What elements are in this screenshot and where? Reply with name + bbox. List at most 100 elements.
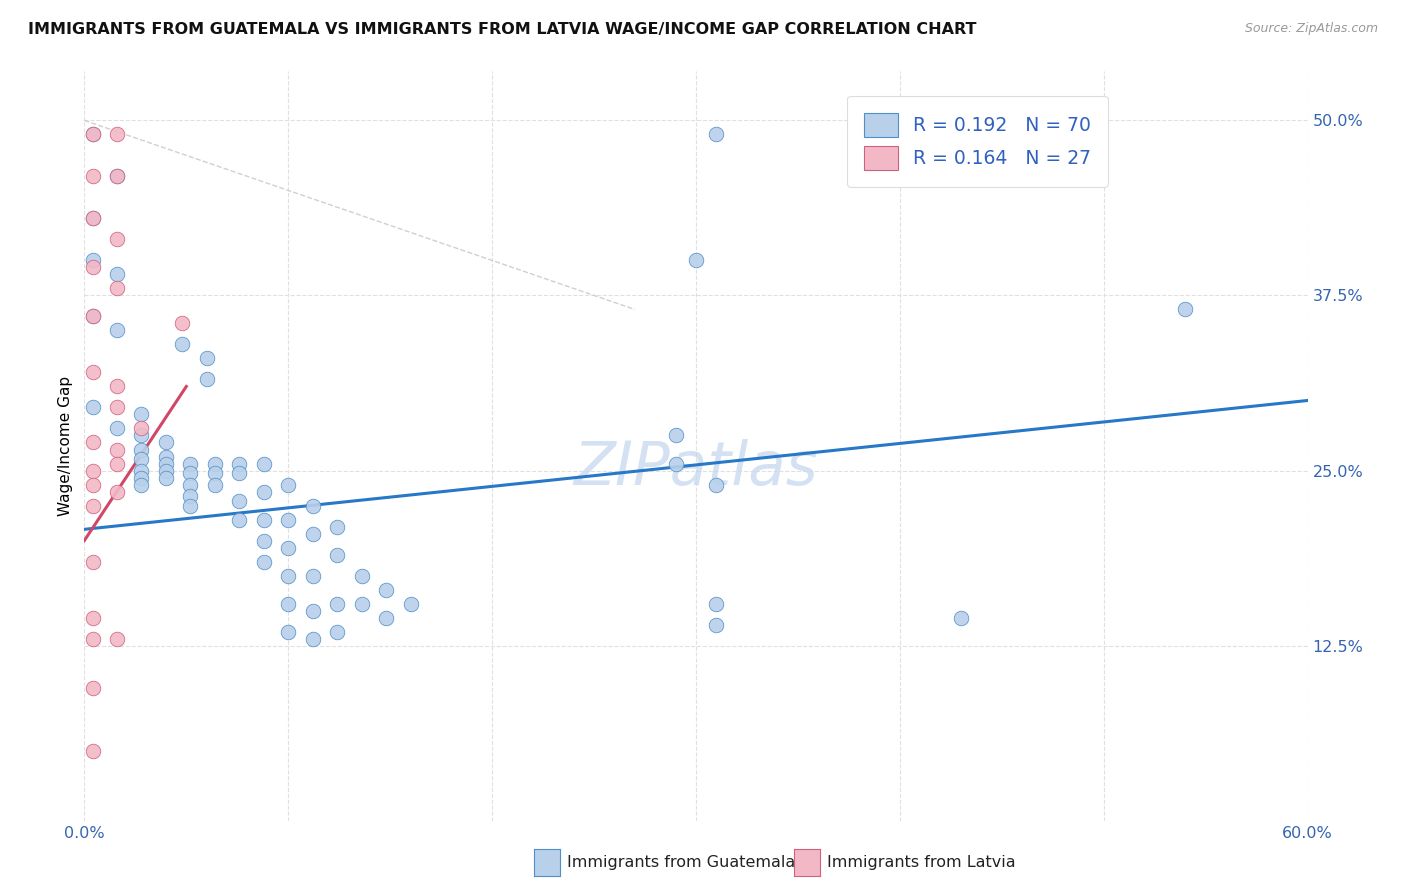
Point bbox=[82, 253, 104, 268]
Point bbox=[706, 617, 728, 632]
Point bbox=[105, 379, 128, 393]
Point bbox=[277, 597, 299, 611]
Point bbox=[399, 597, 422, 611]
Point bbox=[131, 442, 153, 457]
Text: Immigrants from Guatemala: Immigrants from Guatemala bbox=[567, 855, 794, 870]
Point bbox=[82, 310, 104, 324]
Point bbox=[706, 128, 728, 142]
Point bbox=[950, 610, 973, 624]
Point bbox=[82, 681, 104, 695]
Point bbox=[179, 477, 201, 491]
Legend: R = 0.192   N = 70, R = 0.164   N = 27: R = 0.192 N = 70, R = 0.164 N = 27 bbox=[846, 95, 1108, 187]
Point bbox=[105, 281, 128, 295]
Point bbox=[82, 435, 104, 450]
Point bbox=[301, 568, 323, 582]
Point bbox=[195, 351, 218, 366]
Point bbox=[204, 457, 226, 471]
Point bbox=[105, 421, 128, 435]
Point bbox=[253, 484, 276, 499]
Point bbox=[301, 526, 323, 541]
Point bbox=[82, 743, 104, 757]
Point bbox=[172, 337, 194, 351]
Point bbox=[131, 428, 153, 442]
Point bbox=[706, 597, 728, 611]
Text: IMMIGRANTS FROM GUATEMALA VS IMMIGRANTS FROM LATVIA WAGE/INCOME GAP CORRELATION : IMMIGRANTS FROM GUATEMALA VS IMMIGRANTS … bbox=[28, 22, 977, 37]
Point bbox=[82, 366, 104, 380]
Point bbox=[82, 632, 104, 646]
Point bbox=[277, 568, 299, 582]
Text: Source: ZipAtlas.com: Source: ZipAtlas.com bbox=[1244, 22, 1378, 36]
Point bbox=[131, 408, 153, 422]
Point bbox=[179, 467, 201, 481]
Point bbox=[277, 512, 299, 526]
Point bbox=[179, 499, 201, 513]
Point bbox=[105, 442, 128, 457]
Point bbox=[326, 624, 349, 639]
Point bbox=[277, 477, 299, 491]
Point bbox=[685, 253, 707, 268]
Point bbox=[228, 457, 250, 471]
Point bbox=[350, 597, 373, 611]
Text: ZIPatlas: ZIPatlas bbox=[574, 439, 818, 498]
Point bbox=[82, 128, 104, 142]
Point bbox=[82, 169, 104, 184]
Point bbox=[228, 467, 250, 481]
Point bbox=[350, 568, 373, 582]
Point bbox=[105, 457, 128, 471]
Text: Immigrants from Latvia: Immigrants from Latvia bbox=[827, 855, 1015, 870]
Point bbox=[82, 211, 104, 226]
Point bbox=[326, 548, 349, 562]
Point bbox=[155, 463, 177, 477]
Point bbox=[326, 597, 349, 611]
Point bbox=[277, 541, 299, 555]
Point bbox=[105, 484, 128, 499]
Point bbox=[301, 499, 323, 513]
Point bbox=[82, 260, 104, 275]
Point bbox=[253, 555, 276, 569]
Point bbox=[204, 477, 226, 491]
Point bbox=[105, 232, 128, 246]
Point bbox=[105, 169, 128, 184]
Point bbox=[375, 610, 398, 624]
Point bbox=[253, 457, 276, 471]
Point bbox=[105, 268, 128, 282]
Point bbox=[155, 457, 177, 471]
Y-axis label: Wage/Income Gap: Wage/Income Gap bbox=[58, 376, 73, 516]
Point bbox=[131, 463, 153, 477]
Point bbox=[1174, 302, 1197, 317]
Point bbox=[706, 477, 728, 491]
Point bbox=[179, 457, 201, 471]
Point bbox=[301, 603, 323, 617]
Point bbox=[301, 632, 323, 646]
Point bbox=[82, 310, 104, 324]
Point bbox=[82, 128, 104, 142]
Point bbox=[131, 470, 153, 484]
Point bbox=[82, 499, 104, 513]
Point bbox=[172, 317, 194, 331]
Point bbox=[228, 512, 250, 526]
Point bbox=[665, 428, 688, 442]
Point bbox=[155, 435, 177, 450]
Point bbox=[665, 457, 688, 471]
Point bbox=[195, 372, 218, 386]
Point bbox=[277, 624, 299, 639]
Point bbox=[375, 582, 398, 597]
Point bbox=[82, 211, 104, 226]
Point bbox=[179, 489, 201, 503]
Point bbox=[253, 512, 276, 526]
Point bbox=[204, 467, 226, 481]
Point bbox=[253, 533, 276, 548]
Point bbox=[105, 401, 128, 415]
Point bbox=[131, 452, 153, 467]
Point bbox=[155, 470, 177, 484]
Point bbox=[82, 463, 104, 477]
Point bbox=[82, 401, 104, 415]
Point bbox=[105, 632, 128, 646]
Point bbox=[228, 494, 250, 508]
Point bbox=[131, 477, 153, 491]
Point bbox=[131, 421, 153, 435]
Point bbox=[82, 555, 104, 569]
Point bbox=[105, 128, 128, 142]
Point bbox=[82, 610, 104, 624]
Point bbox=[326, 519, 349, 533]
